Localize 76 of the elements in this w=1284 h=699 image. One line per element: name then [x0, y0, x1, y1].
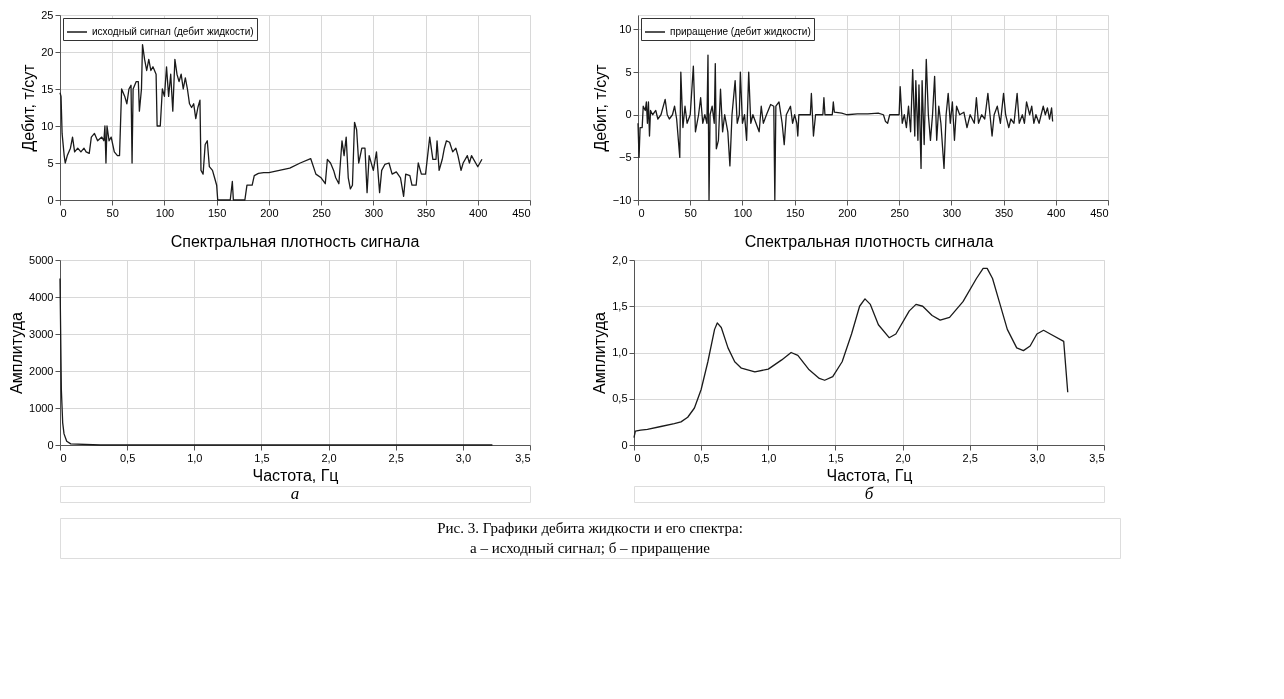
y-tick-label: 5 [47, 156, 54, 169]
x-tick-label: 400 [1047, 206, 1066, 219]
x-tick-label: 50 [106, 206, 119, 219]
x-tick-label: 100 [733, 206, 753, 219]
y-tick-label: 4000 [29, 290, 54, 303]
y-tick-label: 0 [625, 108, 632, 121]
y-tick-label: 2000 [29, 364, 54, 377]
x-tick-label: 300 [364, 206, 384, 219]
x-tick-label: 2,5 [388, 451, 404, 464]
x-tick-label: 1,5 [828, 451, 844, 464]
line-series [637, 54, 1054, 201]
x-tick-label: 250 [312, 206, 331, 219]
x-tick-label: 3,0 [455, 451, 472, 464]
x-tick-label: 350 [994, 206, 1014, 219]
y-tick-label: 0 [47, 438, 54, 451]
x-axis-title: Частота, Гц [252, 466, 339, 484]
x-axis-title: Частота, Гц [826, 466, 913, 484]
x-tick-label: 100 [155, 206, 175, 219]
text: а – исходный сигнал; б – приращение [470, 540, 711, 556]
line-series [633, 267, 1069, 439]
y-tick-label: 1000 [29, 401, 54, 414]
x-tick-label: 3,0 [1029, 451, 1046, 464]
x-tick-label: 2,0 [895, 451, 911, 464]
x-tick-label: 3,5 [515, 451, 531, 464]
y-tick-label: 0 [47, 193, 54, 206]
legend-label: исходный сигнал (дебит жидкости) [92, 26, 254, 37]
x-tick-label: 350 [416, 206, 436, 219]
chart-title: Спектральная плотность сигнала [744, 233, 994, 250]
x-tick-label: 150 [207, 206, 227, 219]
y-tick-label: 25 [41, 8, 54, 21]
x-tick-label: 0,5 [693, 451, 710, 464]
x-tick-label: 0 [634, 451, 641, 464]
text: Рис. 3. Графики дебита жидкости и его спектра: [437, 520, 743, 536]
x-tick-label: 300 [942, 206, 962, 219]
line-series [59, 43, 483, 201]
y-axis-title: Дебит, т/сут [20, 63, 38, 152]
x-tick-label: 450 [512, 206, 531, 219]
x-tick-label: 250 [890, 206, 909, 219]
x-tick-label: 200 [838, 206, 857, 219]
y-tick-label: 20 [41, 45, 54, 58]
x-tick-label: 200 [260, 206, 279, 219]
x-tick-label: 3,5 [1089, 451, 1105, 464]
y-axis-title: Амплитуда [591, 311, 609, 394]
y-tick-label: 0 [621, 438, 628, 451]
y-tick-label: 10 [41, 119, 54, 132]
x-tick-label: 2,5 [962, 451, 978, 464]
y-tick-label: 2,0 [612, 253, 628, 266]
y-tick-label: 3000 [29, 327, 54, 340]
line-series [59, 277, 494, 446]
x-tick-label: 150 [785, 206, 805, 219]
y-axis-title: Амплитуда [8, 311, 26, 394]
y-tick-label: 5 [625, 65, 632, 78]
y-tick-label: −5 [618, 150, 632, 163]
y-tick-label: 15 [41, 82, 54, 95]
x-tick-label: 2,0 [321, 451, 337, 464]
y-tick-label: 0,5 [612, 392, 628, 405]
y-axis-title: Дебит, т/сут [591, 63, 609, 152]
text: б [864, 484, 874, 503]
y-tick-label: 1,5 [612, 299, 628, 312]
x-tick-label: 50 [684, 206, 697, 219]
x-tick-label: 400 [469, 206, 488, 219]
text: а [290, 484, 300, 503]
x-tick-label: 1,0 [187, 451, 203, 464]
x-tick-label: 1,5 [254, 451, 270, 464]
y-tick-label: −10 [612, 193, 632, 206]
y-tick-label: 1,0 [612, 346, 628, 358]
x-tick-label: 0 [60, 451, 67, 464]
x-tick-label: 0,5 [119, 451, 136, 464]
legend-label: приращение (дебит жидкости) [670, 26, 811, 37]
x-tick-label: 0 [60, 206, 67, 219]
y-tick-label: 10 [619, 22, 632, 35]
x-tick-label: 450 [1090, 206, 1109, 219]
x-tick-label: 1,0 [761, 451, 777, 464]
chart-title: Спектральная плотность сигнала [170, 233, 420, 250]
x-tick-label: 0 [638, 206, 645, 219]
y-tick-label: 5000 [29, 253, 54, 266]
